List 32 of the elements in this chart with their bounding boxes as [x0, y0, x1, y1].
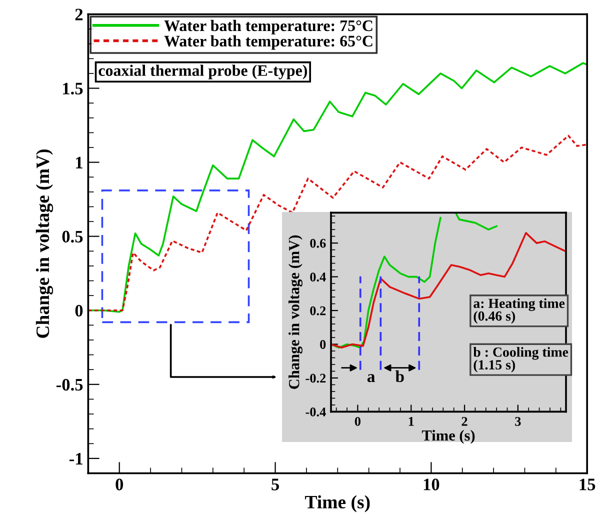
x-tick-label: 5 — [272, 478, 279, 490]
x-tick-label: 0 — [354, 416, 360, 426]
annotation: b — [395, 370, 404, 382]
annotation: b : Cooling time (1.15 s) — [473, 347, 568, 372]
y-tick-label: 0.4 — [310, 272, 326, 282]
y-axis-title: Change in voltage (mV) — [36, 150, 54, 338]
y-tick-label: 1.5 — [63, 82, 83, 95]
y-tick-label: -0.4 — [306, 408, 326, 416]
annotation: coaxial thermal probe (E-type) — [98, 64, 307, 80]
legend-label: Water bath temperature: 65°C — [164, 35, 372, 50]
y-tick-label: 0.5 — [62, 230, 83, 243]
annotation: a: Heating time (0.46 s) — [474, 298, 565, 324]
x-tick-label: 1 — [408, 417, 414, 426]
legend-label: Water bath temperature: 75°C — [164, 20, 372, 34]
y-tick-label: 2 — [75, 8, 83, 20]
y-tick-label: 0.2 — [310, 306, 326, 316]
x-tick-label: 15 — [580, 478, 596, 490]
x-tick-label: 10 — [424, 478, 440, 490]
y-axis-title: Change in voltage (mV) — [288, 235, 302, 389]
y-tick-label: -1 — [69, 453, 82, 464]
y-tick-label: -0.5 — [56, 378, 83, 391]
x-axis-title: Time (s) — [305, 495, 370, 512]
annotation: a — [367, 374, 375, 382]
x-tick-label: 2 — [462, 416, 468, 426]
x-tick-label: 0 — [116, 478, 124, 490]
y-tick-label: 0 — [75, 304, 83, 317]
y-tick-label: 1 — [76, 156, 82, 168]
y-tick-label: -0.2 — [306, 374, 326, 383]
x-tick-label: 3 — [515, 416, 521, 426]
y-tick-label: 0.6 — [310, 238, 326, 248]
y-tick-label: 0 — [320, 340, 326, 349]
x-axis-title: Time (s) — [422, 430, 475, 444]
